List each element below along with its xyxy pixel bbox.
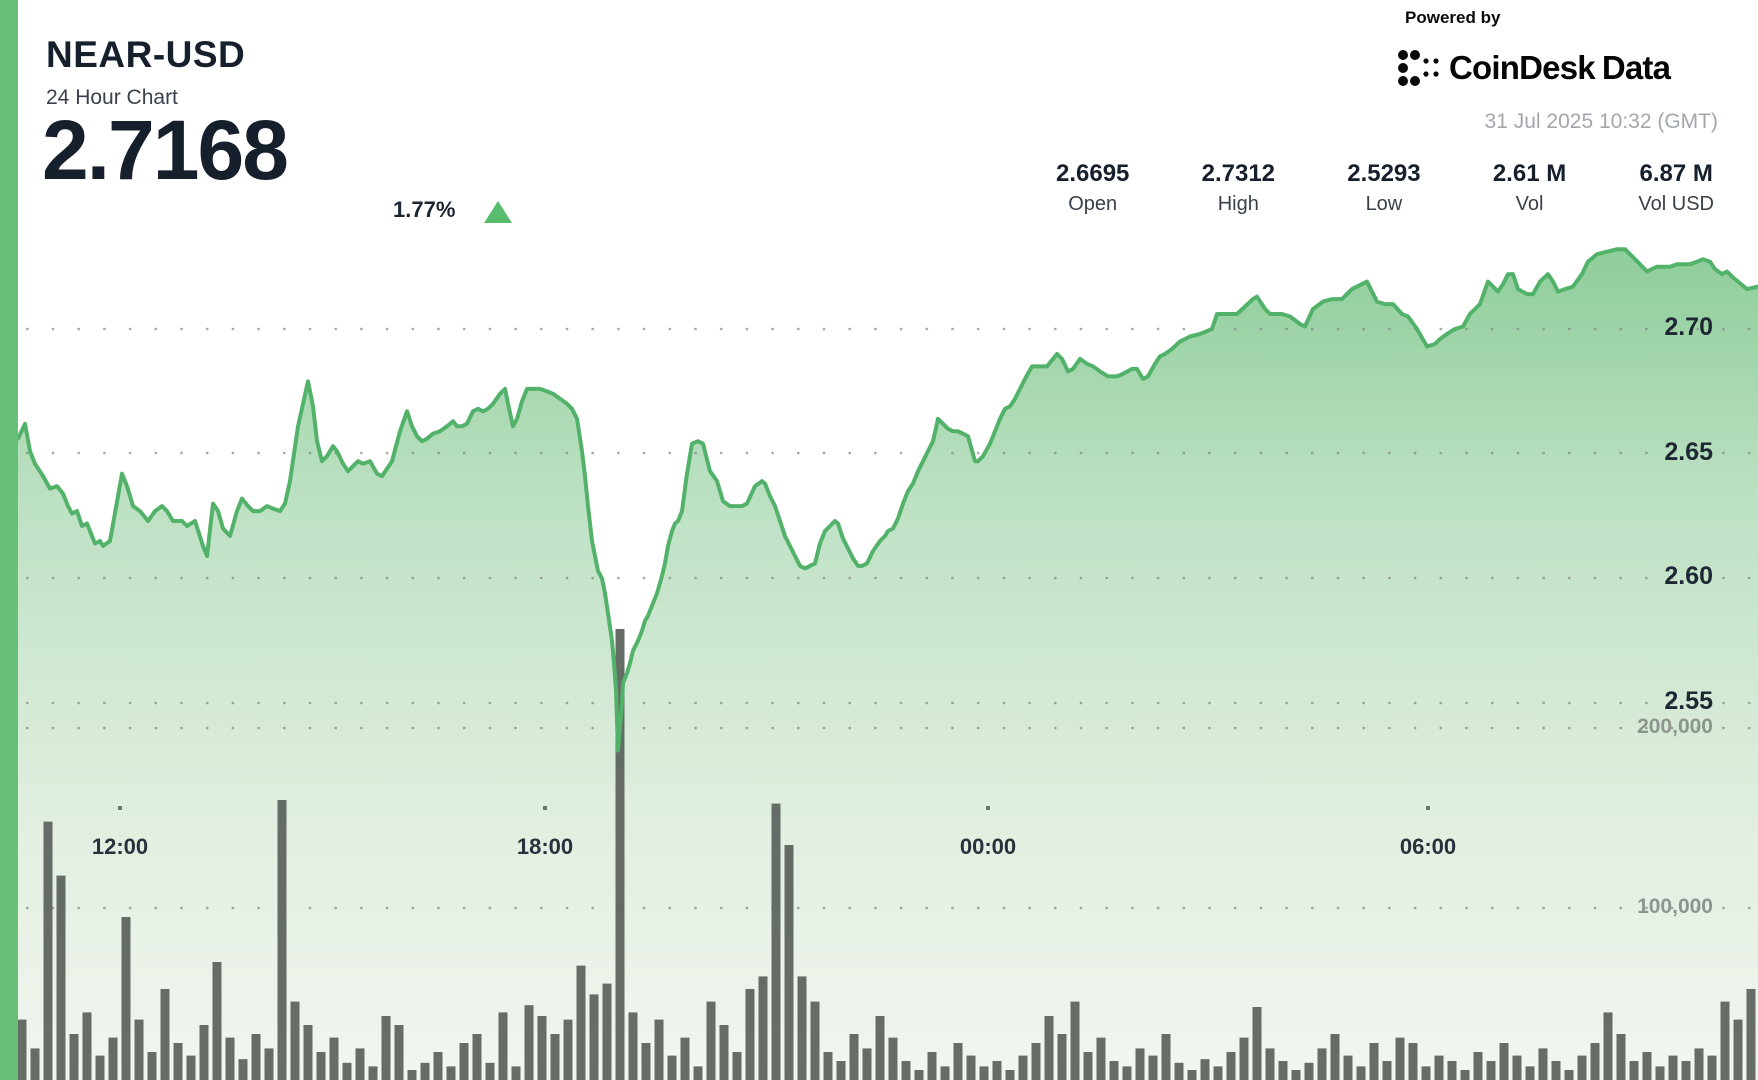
powered-by-label: Powered by <box>1405 8 1501 27</box>
stat-high: 2.7312 High <box>1202 160 1275 217</box>
chart-timestamp: 31 Jul 2025 10:32 (GMT) <box>1484 110 1718 133</box>
stat-low-value: 2.5293 <box>1347 160 1421 187</box>
stat-vol-usd-label: Vol USD <box>1638 193 1714 215</box>
last-price: 2.7168 <box>42 103 289 197</box>
chart-subtitle: 24 Hour Chart <box>46 86 178 109</box>
price-line <box>16 247 1758 753</box>
x-axis-tick-marks <box>118 806 1430 810</box>
stat-low: 2.5293 Low <box>1347 160 1420 217</box>
volume-bars <box>17 629 1756 1080</box>
coindesk-logo-icon <box>1398 50 1439 86</box>
left-accent-bar <box>0 0 18 1080</box>
instrument-symbol: NEAR-USD <box>46 34 246 75</box>
data-word: Data <box>1601 49 1671 86</box>
coindesk-word: CoinDesk <box>1449 49 1596 86</box>
stat-vol-label: Vol <box>1515 193 1544 215</box>
stat-low-label: Low <box>1365 193 1403 215</box>
up-arrow-icon <box>484 201 512 223</box>
stat-vol-usd: 6.87 M Vol USD <box>1638 160 1714 217</box>
stat-high-value: 2.7312 <box>1201 160 1276 187</box>
change-percent: 1.77% <box>393 197 456 222</box>
stats-row: 2.6695 Open 2.7312 High 2.5293 Low 2.61 … <box>1056 160 1714 217</box>
dotted-gridlines <box>26 327 1751 910</box>
coindesk-logo-text: CoinDesk Data <box>1449 49 1671 87</box>
stat-open-label: Open <box>1068 193 1118 215</box>
coindesk-logo: CoinDesk Data <box>1396 48 1671 88</box>
stat-vol-usd-value: 6.87 M <box>1639 160 1713 187</box>
stat-high-label: High <box>1217 193 1259 215</box>
stat-vol: 2.61 M Vol <box>1493 160 1566 217</box>
stat-open-value: 2.6695 <box>1056 160 1130 187</box>
price-area-fill <box>18 249 1758 1080</box>
stat-vol-value: 2.61 M <box>1492 160 1567 187</box>
stat-open: 2.6695 Open <box>1056 160 1129 217</box>
